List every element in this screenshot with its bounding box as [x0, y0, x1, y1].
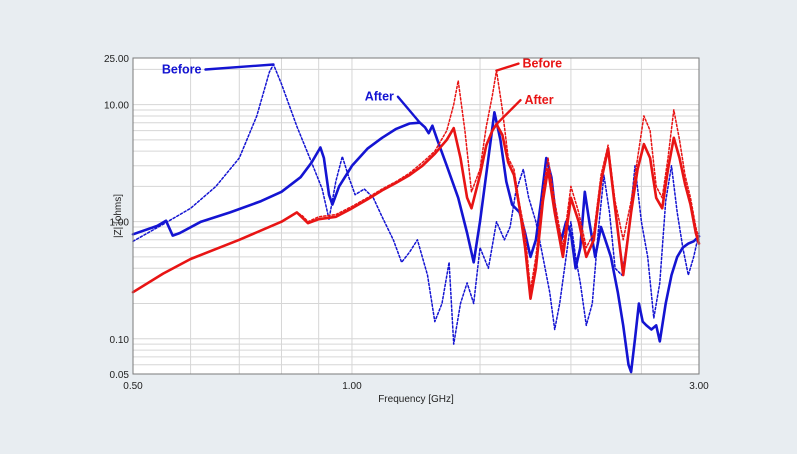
- annotation-leader-line: [495, 99, 522, 126]
- x-tick-label: 1.00: [342, 381, 362, 392]
- annotations: Before After Before After: [162, 57, 562, 126]
- annotation-label: After: [524, 93, 553, 107]
- tick-labels: 0.50 1.00 3.00 25.00 10.00 1.00 0.10 0.05: [104, 54, 709, 392]
- y-axis-label: |Z| [ohms]: [113, 194, 124, 238]
- annotation-leader-line: [396, 95, 422, 124]
- x-axis-label: Frequency [GHz]: [378, 394, 454, 405]
- series-group: [131, 63, 701, 374]
- y-tick-label: 0.10: [110, 335, 130, 346]
- plot-area: [133, 58, 699, 374]
- annotation-leader-line: [495, 62, 520, 72]
- x-tick-label: 0.50: [123, 381, 143, 392]
- y-tick-label: 10.00: [104, 101, 129, 112]
- y-tick-label: 0.05: [110, 370, 130, 381]
- annotation-leader-line: [204, 63, 275, 71]
- annotation-label: After: [365, 90, 394, 104]
- series-blue-before-line: [132, 63, 700, 345]
- y-tick-label: 1.00: [110, 218, 130, 229]
- annotation-label: Before: [162, 63, 202, 77]
- annotation-label: Before: [522, 57, 562, 71]
- x-tick-label: 3.00: [689, 381, 709, 392]
- series-red-after-line: [131, 122, 701, 300]
- y-tick-label: 25.00: [104, 54, 129, 65]
- plot-frame: [132, 57, 700, 375]
